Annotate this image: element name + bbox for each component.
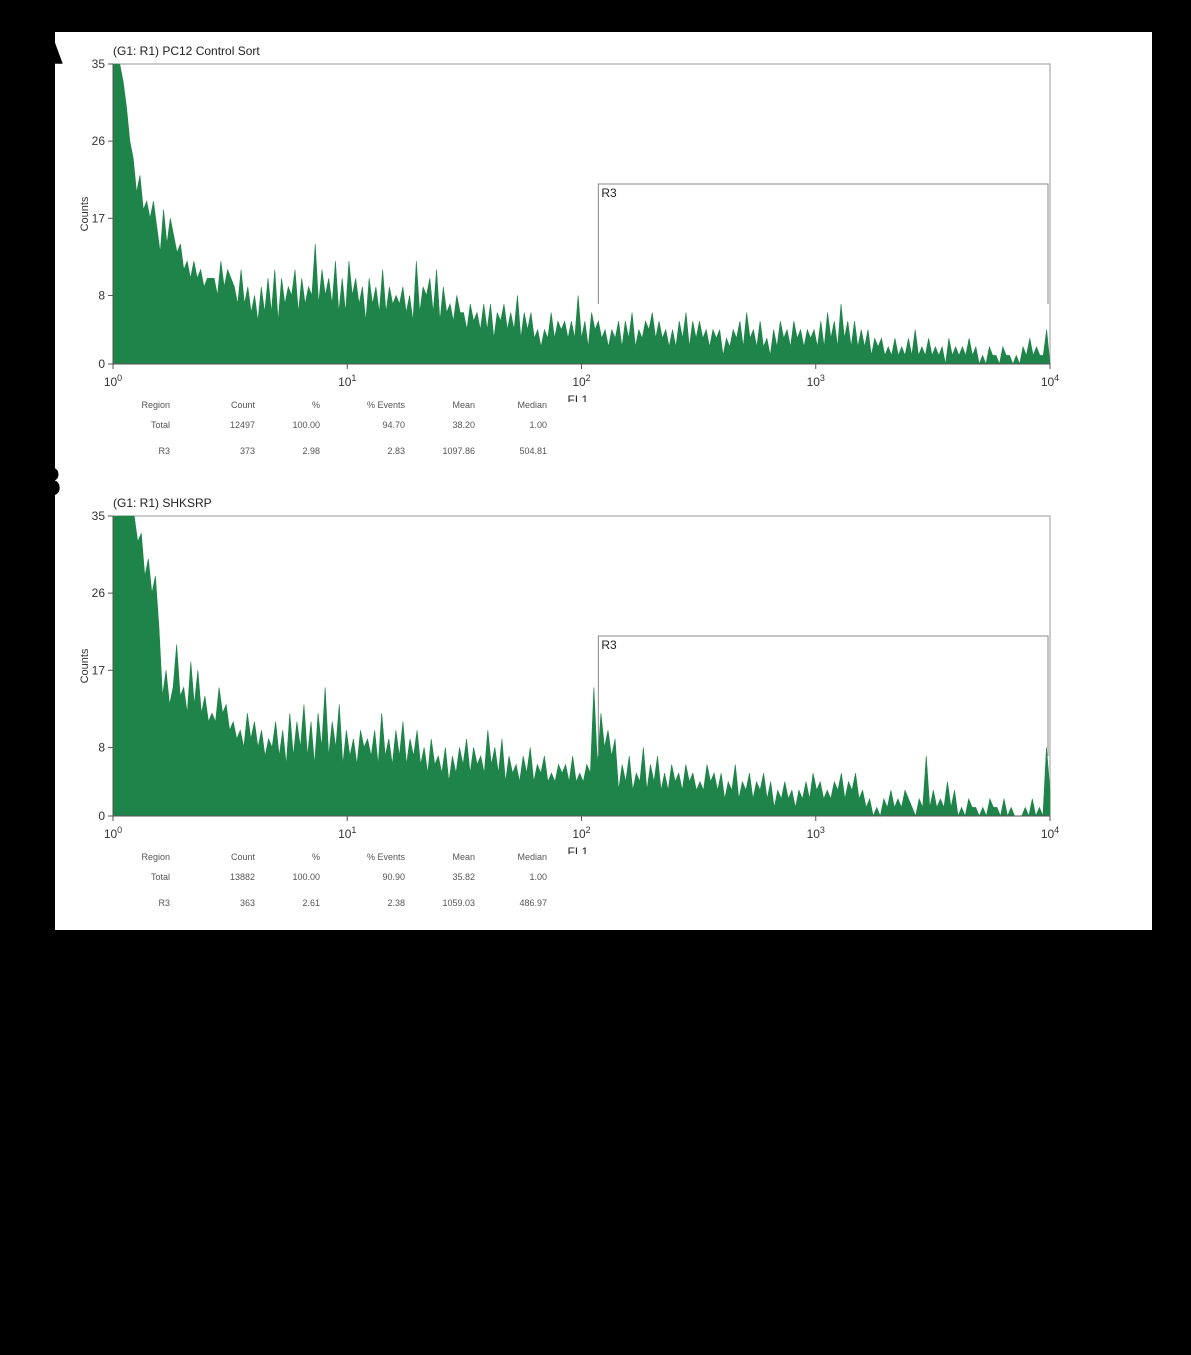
stats-header: % Events [320,850,405,864]
x-axis-label: FL1 [568,393,589,402]
stats-cell: 35.82 [405,864,475,890]
chart-title: (G1: R1) PC12 Control Sort [113,44,260,58]
y-tick-label: 17 [92,663,106,677]
y-axis-label: Counts [79,648,91,683]
y-tick-label: 17 [92,211,106,225]
stats-cell: 12497 [170,412,255,438]
y-tick-label: 35 [92,509,106,523]
x-tick-label: 100 [104,373,122,389]
table-row: Total 13882 100.00 90.90 35.82 1.00 [120,864,547,890]
stats-cell: Total [120,412,170,438]
chart-title: (G1: R1) SHKSRP [113,496,212,510]
table-row: Total 12497 100.00 94.70 38.20 1.00 [120,412,547,438]
y-axis-label: Counts [79,196,91,231]
y-tick-label: 26 [92,134,106,148]
stats-cell: 100.00 [255,864,320,890]
y-tick-label: 8 [98,288,105,302]
region-r3-label: R3 [601,186,617,200]
stats-cell: 100.00 [255,412,320,438]
stats-header: Count [170,398,255,412]
stats-header: Mean [405,850,475,864]
stats-table-a: Region Count % % Events Mean Median Tota… [120,398,547,464]
stats-header: % [255,398,320,412]
stats-cell: 504.81 [475,438,547,464]
table-row: R3 373 2.98 2.83 1097.86 504.81 [120,438,547,464]
stats-table-b: Region Count % % Events Mean Median Tota… [120,850,547,916]
x-tick-label: 102 [572,373,590,389]
histogram-a: 0 8 17 26 35 100 101 102 103 104 (G1: R1) PC12 Con… [55,32,1152,402]
histogram-b: 0 8 17 26 35 100 101 102 103 104 (G1: R1) SHKSRP FL… [55,484,1152,854]
x-tick-label: 100 [104,825,122,841]
x-axis-label: FL1 [568,845,589,854]
stats-cell: 90.90 [320,864,405,890]
stats-cell: 486.97 [475,890,547,916]
y-tick-label: 26 [92,586,106,600]
stats-cell: 1059.03 [405,890,475,916]
region-r3-gate [598,184,1048,304]
x-tick-label: 102 [572,825,590,841]
stats-header: Count [170,850,255,864]
stats-header: % [255,850,320,864]
histogram-area [113,64,1050,364]
stats-header: Median [475,398,547,412]
stats-cell: 2.98 [255,438,320,464]
stats-cell: R3 [120,438,170,464]
x-tick-label: 103 [807,825,825,841]
stats-header: Region [120,398,170,412]
stats-cell: 13882 [170,864,255,890]
stats-header: Median [475,850,547,864]
stats-cell: 2.38 [320,890,405,916]
x-tick-label: 104 [1041,825,1059,841]
stats-cell: 1.00 [475,412,547,438]
stats-cell: 373 [170,438,255,464]
stats-cell: 1.00 [475,864,547,890]
region-r3-gate [598,636,1048,756]
x-tick-label: 101 [338,825,356,841]
y-tick-label: 0 [98,357,105,371]
y-tick-label: 8 [98,740,105,754]
stats-cell: Total [120,864,170,890]
stats-header: % Events [320,398,405,412]
x-tick-label: 103 [807,373,825,389]
stats-header: Mean [405,398,475,412]
stats-cell: 38.20 [405,412,475,438]
region-r3-label: R3 [601,638,617,652]
stats-cell: 363 [170,890,255,916]
stats-cell: 1097.86 [405,438,475,464]
y-tick-label: 35 [92,57,106,71]
stats-cell: R3 [120,890,170,916]
x-tick-label: 101 [338,373,356,389]
y-tick-label: 0 [98,809,105,823]
x-tick-label: 104 [1041,373,1059,389]
stats-header: Region [120,850,170,864]
stats-cell: 2.83 [320,438,405,464]
histogram-area [113,516,1050,816]
table-row: R3 363 2.61 2.38 1059.03 486.97 [120,890,547,916]
stats-cell: 94.70 [320,412,405,438]
stats-cell: 2.61 [255,890,320,916]
